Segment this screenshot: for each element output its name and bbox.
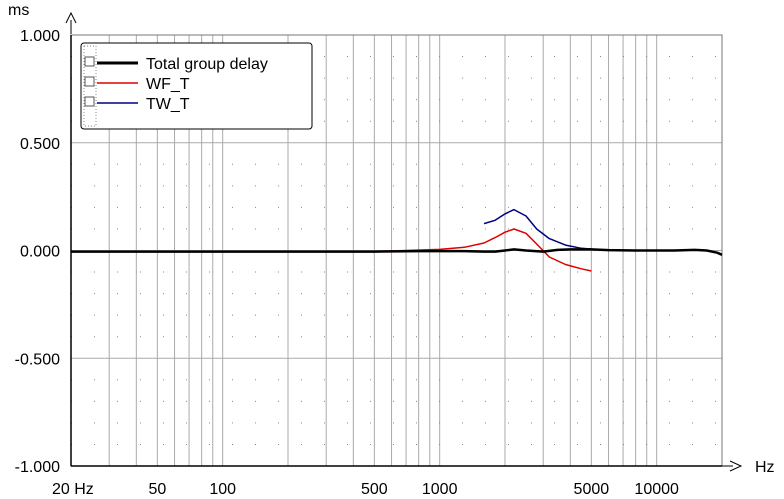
legend-label: Total group delay <box>146 56 268 73</box>
series-line-0 <box>71 248 723 256</box>
x-tick-label: 1000 <box>422 481 458 498</box>
x-tick-label: 5000 <box>574 481 610 498</box>
series-line-1 <box>374 228 592 272</box>
y-tick-label: 1.000 <box>20 28 60 45</box>
y-tick-label: 0.500 <box>20 136 60 153</box>
x-axis-unit: Hz <box>755 459 775 476</box>
y-tick-label: 0.000 <box>20 244 60 261</box>
series-line-2 <box>483 208 596 251</box>
x-tick-label: 500 <box>361 481 388 498</box>
legend-checkbox <box>84 56 95 67</box>
x-tick-labels: 20 Hz 50 100 500 1000 5000 10000 <box>52 481 679 498</box>
y-axis-arrow-icon <box>65 11 77 34</box>
y-tick-label: -1.000 <box>15 459 60 476</box>
y-tick-label: -0.500 <box>15 351 60 368</box>
legend-checkbox <box>84 76 95 87</box>
y-tick-labels: 1.000 0.500 0.000 -0.500 -1.000 <box>15 28 60 476</box>
x-tick-label: 100 <box>209 481 236 498</box>
legend-label: TW_T <box>146 96 190 113</box>
y-axis-unit: ms <box>8 2 29 19</box>
x-axis-arrow-icon <box>722 460 743 472</box>
legend-checkbox <box>84 96 95 107</box>
series-group <box>71 208 723 272</box>
legend-box <box>80 42 313 130</box>
x-tick-label: 20 Hz <box>52 481 94 498</box>
legend-label: WF_T <box>146 76 190 93</box>
x-tick-label: 10000 <box>634 481 679 498</box>
legend: Total group delay WF_T TW_T <box>80 42 313 130</box>
legend-handle[interactable] <box>83 45 97 127</box>
x-tick-label: 50 <box>148 481 166 498</box>
